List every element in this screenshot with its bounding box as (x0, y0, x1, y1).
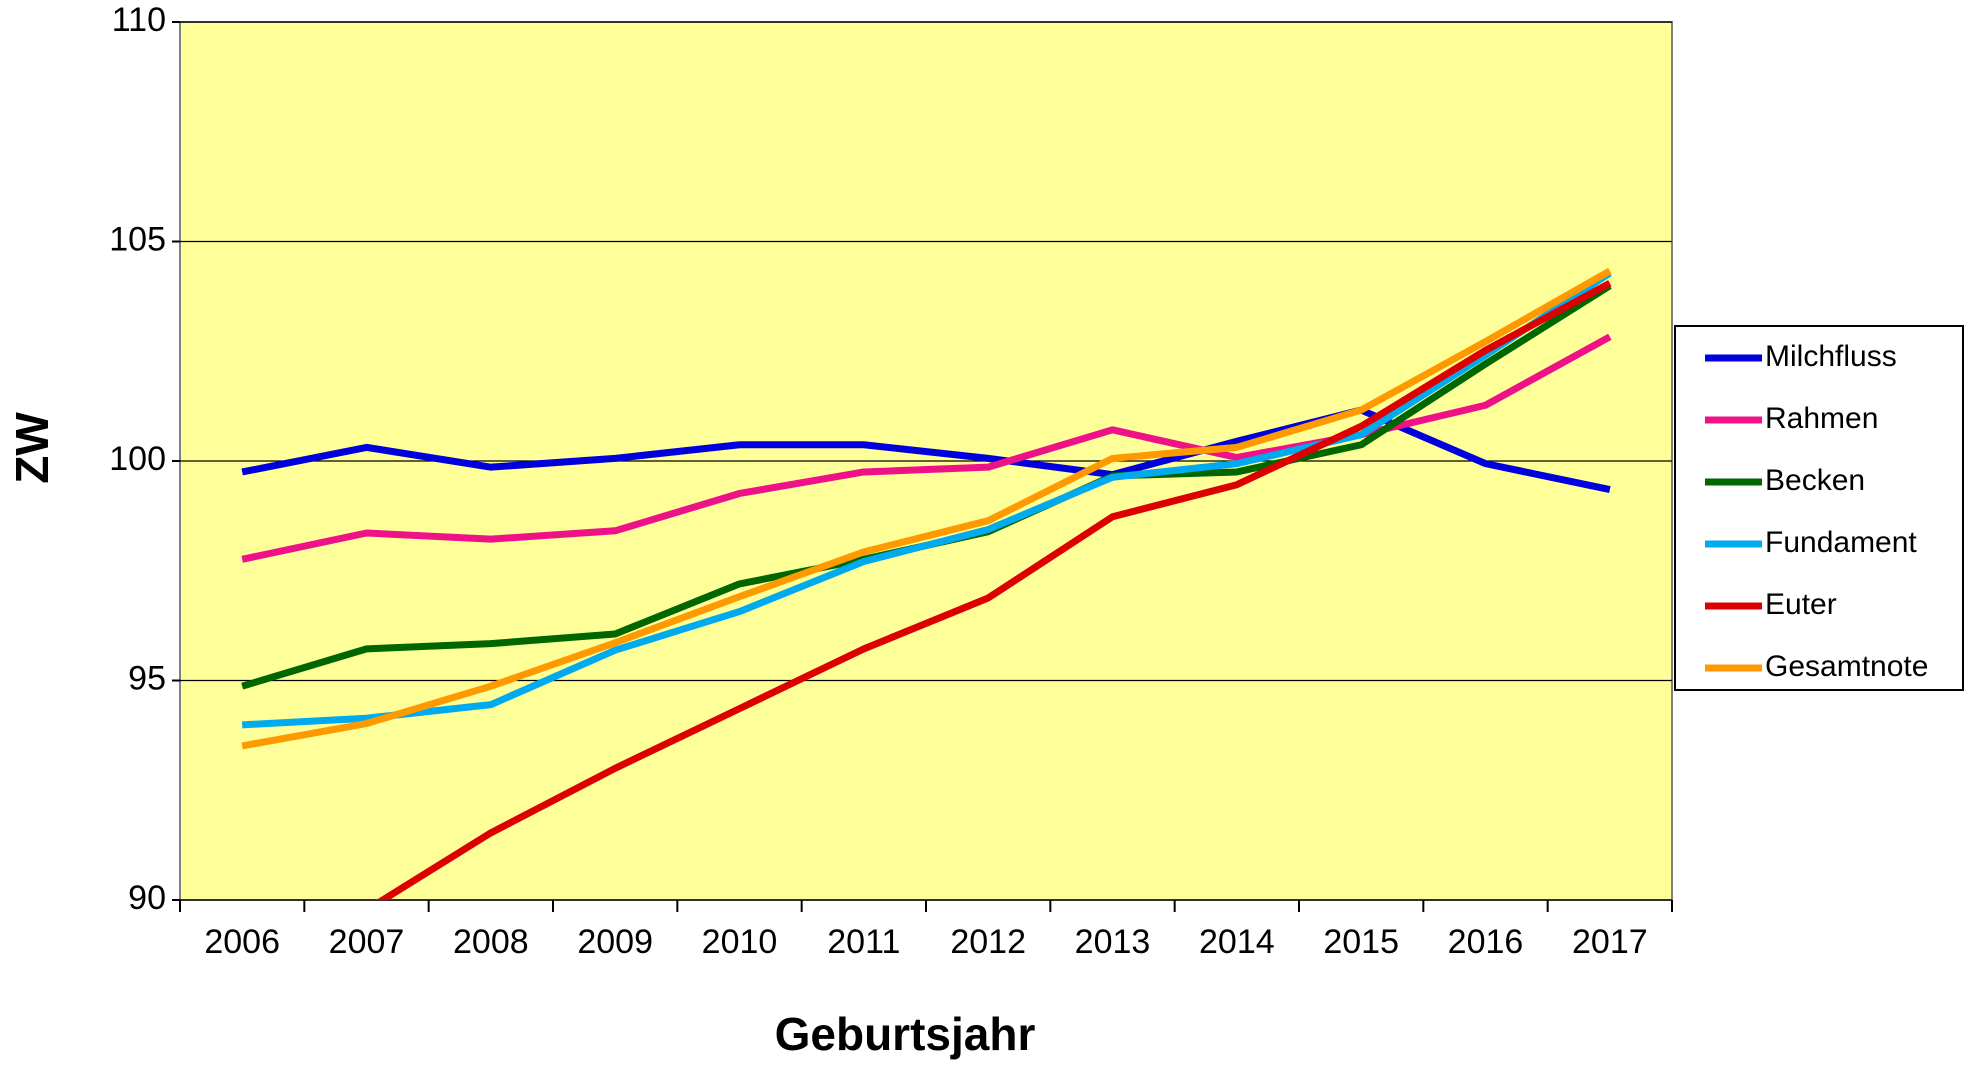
y-tick-label: 110 (112, 1, 166, 39)
x-tick-label: 2008 (453, 923, 529, 961)
series-line (241, 270, 1612, 729)
x-tick-label: 2007 (329, 923, 405, 961)
x-tick-label: 2011 (827, 923, 900, 961)
x-tick-label: 2015 (1323, 923, 1399, 961)
y-axis-title: ZW (6, 412, 58, 484)
y-tick-label: 100 (109, 440, 166, 478)
legend-label: Milchfluss (1765, 340, 1897, 373)
y-tick-label: 95 (128, 659, 166, 697)
x-tick-label: 2014 (1199, 923, 1275, 961)
x-tick-label: 2016 (1448, 923, 1524, 961)
y-tick-label: 105 (109, 220, 166, 258)
x-tick-label: 2017 (1572, 923, 1648, 961)
series-line (241, 267, 1612, 750)
legend-label: Gesamtnote (1765, 650, 1928, 683)
x-axis-title: Geburtsjahr (775, 1008, 1036, 1060)
legend (1674, 325, 1964, 691)
legend-label: Rahmen (1765, 402, 1878, 435)
x-tick-label: 2013 (1075, 923, 1151, 961)
legend-label: Euter (1765, 588, 1837, 621)
legend-label: Fundament (1765, 526, 1917, 559)
x-tick-label: 2012 (950, 923, 1026, 961)
y-tick-label: 90 (128, 879, 166, 917)
x-tick-label: 2010 (702, 923, 778, 961)
legend-label: Becken (1765, 464, 1865, 497)
x-tick-label: 2009 (577, 923, 653, 961)
x-tick-label: 2006 (204, 923, 280, 961)
series-group (241, 267, 1612, 900)
series-line (376, 280, 1612, 900)
